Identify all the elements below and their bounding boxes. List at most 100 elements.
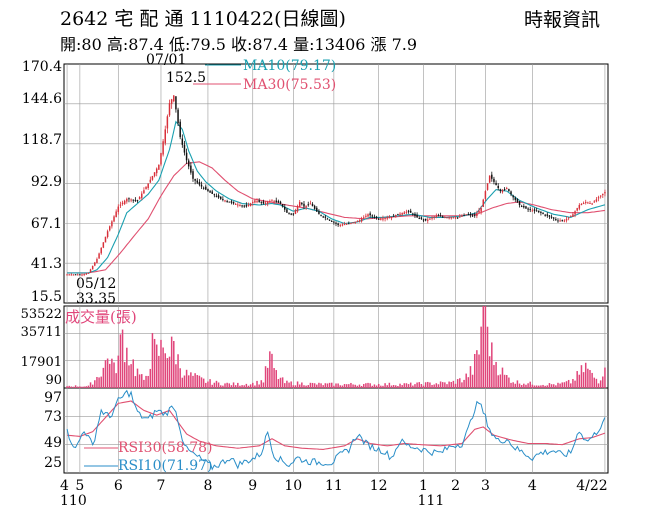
candle-body bbox=[311, 203, 314, 207]
candle-body bbox=[375, 216, 378, 218]
candle-body bbox=[345, 223, 348, 225]
volume-bar bbox=[81, 386, 83, 388]
candle-body bbox=[100, 247, 102, 254]
candle-body bbox=[132, 199, 134, 201]
volume-bar bbox=[557, 382, 559, 388]
volume-bar bbox=[264, 366, 267, 388]
candle-body bbox=[371, 215, 374, 217]
candle-body bbox=[488, 175, 491, 183]
candle-body bbox=[476, 213, 478, 217]
candle-body bbox=[448, 217, 450, 219]
volume-bar bbox=[578, 374, 581, 388]
volume-bar bbox=[326, 383, 329, 388]
volume-bar bbox=[106, 358, 109, 388]
volume-bar bbox=[160, 339, 162, 388]
volume-bar bbox=[83, 386, 85, 388]
candle-body bbox=[91, 265, 94, 270]
candle-body bbox=[493, 178, 495, 182]
price-tick: 41.3 bbox=[31, 256, 62, 272]
price-tick: 67.1 bbox=[31, 216, 62, 232]
candle-body bbox=[341, 224, 344, 226]
candle-body bbox=[143, 190, 145, 194]
volume-bar bbox=[187, 375, 190, 388]
volume-bar bbox=[546, 385, 549, 388]
volume-bar bbox=[98, 377, 100, 388]
volume-bar bbox=[399, 383, 401, 388]
volume-bar bbox=[232, 382, 235, 388]
volume-bar bbox=[226, 382, 228, 388]
candle-body bbox=[76, 274, 79, 276]
volume-bar bbox=[424, 382, 427, 388]
candle-body bbox=[441, 216, 444, 218]
candle-body bbox=[380, 218, 382, 220]
volume-bar bbox=[121, 329, 124, 388]
x-tick-label: 3 bbox=[481, 478, 490, 494]
candle-body bbox=[316, 207, 318, 212]
candle-body bbox=[298, 201, 301, 208]
candle-body bbox=[409, 210, 412, 213]
candle-body bbox=[313, 205, 316, 209]
volume-bar bbox=[350, 382, 352, 388]
candle-body bbox=[192, 171, 194, 179]
volume-bar bbox=[454, 383, 457, 388]
candle-body bbox=[527, 208, 529, 210]
candle-body bbox=[495, 183, 497, 185]
volume-bar bbox=[87, 385, 90, 388]
candle-body bbox=[254, 200, 256, 203]
volume-bar bbox=[177, 354, 179, 388]
candle-body bbox=[429, 218, 431, 220]
candle-body bbox=[175, 96, 177, 110]
candle-body bbox=[162, 141, 164, 155]
volume-bar bbox=[202, 378, 205, 388]
volume-bar bbox=[480, 326, 482, 388]
x-tick-label: 4 bbox=[60, 478, 69, 494]
volume-bar bbox=[102, 367, 105, 388]
candle-body bbox=[593, 201, 596, 203]
volume-bar bbox=[294, 385, 297, 388]
volume-bar bbox=[356, 385, 359, 388]
volume-bar bbox=[527, 383, 529, 388]
low-date-annotation: 05/12 bbox=[76, 276, 116, 292]
volume-bar bbox=[450, 381, 453, 388]
candle-body bbox=[595, 199, 598, 202]
volume-bar bbox=[435, 383, 438, 388]
volume-bar bbox=[587, 368, 589, 388]
candle-body bbox=[183, 144, 186, 153]
volume-bar bbox=[552, 384, 555, 388]
volume-bar bbox=[584, 362, 587, 388]
volume-bar bbox=[343, 384, 346, 388]
x-tick-label: 7 bbox=[157, 478, 166, 494]
volume-bar bbox=[130, 364, 132, 388]
candle-body bbox=[465, 214, 467, 216]
candle-body bbox=[190, 165, 192, 173]
volume-bar bbox=[448, 381, 450, 388]
x-tick-label: 10 bbox=[284, 478, 302, 494]
candle-body bbox=[456, 217, 459, 219]
candle-body bbox=[119, 204, 122, 206]
x-tick-label: 1 bbox=[419, 478, 428, 494]
candle-body bbox=[403, 212, 406, 214]
volume-bar bbox=[550, 384, 553, 388]
candle-body bbox=[362, 217, 365, 219]
volume-bar bbox=[316, 384, 318, 388]
volume-bar bbox=[132, 359, 134, 388]
candle-body bbox=[168, 103, 171, 116]
candle-body bbox=[239, 205, 241, 207]
candle-body bbox=[354, 221, 356, 223]
candle-body bbox=[258, 200, 260, 202]
candle-body bbox=[249, 203, 252, 207]
volume-bar bbox=[175, 364, 177, 388]
volume-bar bbox=[279, 377, 282, 388]
candle-body bbox=[337, 223, 339, 226]
volume-bar bbox=[66, 386, 68, 388]
candle-body bbox=[121, 202, 124, 205]
candle-body bbox=[79, 274, 81, 276]
volume-bar bbox=[207, 381, 209, 388]
candle-body bbox=[491, 174, 493, 179]
volume-bar bbox=[544, 385, 546, 388]
candle-body bbox=[153, 172, 156, 177]
volume-bar bbox=[523, 383, 525, 388]
volume-bar bbox=[602, 376, 604, 388]
volume-bar bbox=[209, 379, 211, 388]
